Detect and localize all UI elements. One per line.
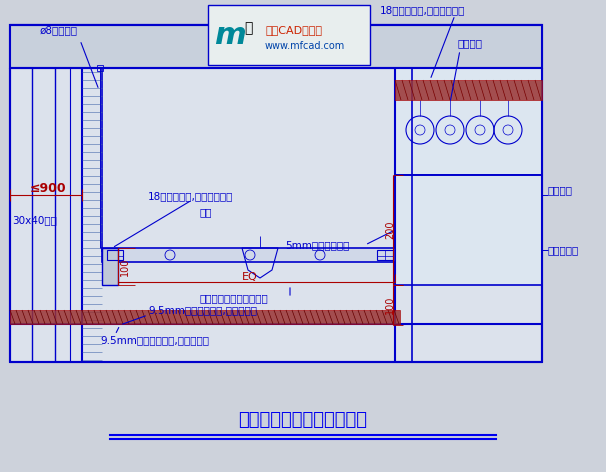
Text: 30x40木方: 30x40木方 bbox=[12, 215, 57, 225]
Bar bbox=[395, 175, 542, 285]
Text: 内刮大白: 内刮大白 bbox=[548, 185, 573, 195]
Text: 筒灯: 筒灯 bbox=[200, 207, 213, 217]
Text: 200: 200 bbox=[385, 221, 395, 239]
Text: 9.5mm厚石膏板吊顶,白色乳胶漆: 9.5mm厚石膏板吊顶,白色乳胶漆 bbox=[148, 305, 257, 315]
Bar bbox=[395, 80, 542, 100]
Text: 100: 100 bbox=[120, 258, 130, 276]
Text: 干挂铝塑板: 干挂铝塑板 bbox=[548, 245, 579, 255]
Text: 大厅干挂铝塑板吊顶剖面图: 大厅干挂铝塑板吊顶剖面图 bbox=[239, 411, 367, 429]
Text: 18厚细木工板,防腐防火处理: 18厚细木工板,防腐防火处理 bbox=[380, 5, 465, 15]
Bar bbox=[10, 25, 542, 68]
Text: 免费CAD成稿网: 免费CAD成稿网 bbox=[265, 25, 322, 35]
Bar bbox=[102, 248, 118, 285]
Bar bbox=[102, 248, 395, 262]
Text: EQ: EQ bbox=[242, 272, 258, 282]
Bar bbox=[10, 310, 400, 324]
Text: 日光灯管: 日光灯管 bbox=[458, 38, 483, 48]
Bar bbox=[395, 68, 542, 175]
Text: 干挂铝塑板无胶密缝处理: 干挂铝塑板无胶密缝处理 bbox=[200, 293, 268, 303]
Text: ≤900: ≤900 bbox=[30, 182, 67, 194]
Text: ø8镀锌吊杆: ø8镀锌吊杆 bbox=[40, 25, 78, 35]
Text: m: m bbox=[214, 20, 246, 50]
Text: 18厚细木工板,防腐防火处理: 18厚细木工板,防腐防火处理 bbox=[148, 191, 233, 201]
Bar bbox=[107, 250, 123, 260]
Text: 5mm亚克力灯箱片: 5mm亚克力灯箱片 bbox=[285, 240, 350, 250]
Text: www.mfcad.com: www.mfcad.com bbox=[265, 41, 345, 51]
Bar bbox=[377, 250, 393, 260]
Bar bbox=[10, 25, 542, 362]
Text: 🔥: 🔥 bbox=[244, 21, 252, 35]
Text: 100: 100 bbox=[385, 296, 395, 314]
Bar bbox=[208, 5, 370, 65]
Text: 9.5mm厚石膏板吊顶,白色乳胶漆: 9.5mm厚石膏板吊顶,白色乳胶漆 bbox=[100, 335, 209, 345]
Bar bbox=[97, 65, 103, 71]
